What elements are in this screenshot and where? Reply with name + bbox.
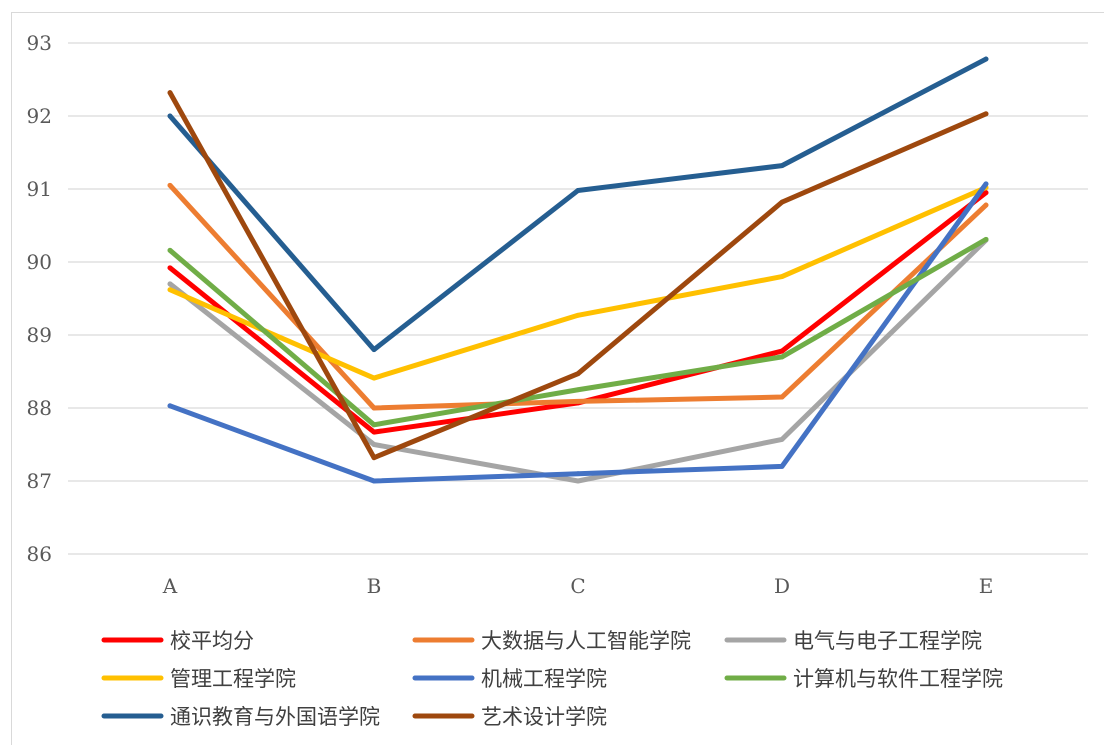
legend-label: 校平均分	[170, 629, 254, 653]
data-point	[779, 348, 785, 354]
data-point	[575, 371, 581, 377]
legend-item: 大数据与人工智能学院	[412, 629, 691, 653]
y-tick-label: 92	[27, 104, 52, 128]
data-point	[779, 199, 785, 205]
data-point	[983, 181, 989, 187]
x-tick-label: E	[979, 574, 994, 598]
chart-frame	[11, 12, 1104, 745]
data-point	[983, 202, 989, 208]
data-point	[371, 405, 377, 411]
data-point	[167, 90, 173, 96]
series-line-5	[167, 181, 989, 484]
legend-label: 管理工程学院	[170, 667, 296, 691]
x-axis-ticks: A B C D E	[162, 574, 994, 598]
data-point	[575, 478, 581, 484]
x-tick-label: C	[570, 574, 585, 598]
data-point	[575, 188, 581, 193]
data-point	[167, 113, 173, 119]
legend-item: 电气与电子工程学院	[724, 629, 982, 653]
data-point	[575, 399, 581, 404]
legend-item: 计算机与软件工程学院	[724, 667, 1003, 691]
legend-label: 计算机与软件工程学院	[793, 667, 1003, 691]
x-tick-label: D	[774, 574, 790, 598]
y-tick-label: 91	[27, 177, 52, 201]
legend-item: 管理工程学院	[101, 667, 296, 691]
legend-label: 机械工程学院	[481, 667, 607, 691]
y-tick-label: 88	[27, 396, 52, 420]
y-tick-label: 86	[27, 542, 52, 566]
data-point	[167, 247, 173, 253]
data-point	[779, 394, 785, 400]
data-point	[371, 347, 377, 352]
y-tick-label: 93	[27, 31, 52, 55]
data-point	[983, 190, 989, 196]
data-point	[167, 287, 173, 293]
data-point	[371, 429, 377, 435]
series-line-6	[167, 236, 989, 428]
y-tick-label: 87	[27, 469, 52, 493]
gridlines	[68, 42, 1088, 555]
data-point	[167, 281, 173, 287]
data-point	[167, 403, 173, 409]
data-point	[371, 478, 377, 484]
data-point	[779, 163, 785, 169]
data-point	[167, 265, 173, 271]
data-point	[575, 471, 581, 477]
data-point	[371, 442, 377, 447]
y-tick-label: 90	[27, 250, 52, 274]
legend-label: 大数据与人工智能学院	[481, 629, 691, 653]
data-point	[167, 182, 173, 188]
data-point	[371, 455, 377, 461]
data-point	[983, 56, 989, 62]
x-tick-label: B	[367, 574, 382, 598]
data-point	[575, 312, 581, 318]
data-point	[983, 236, 989, 242]
series-line-7	[167, 56, 989, 353]
data-point	[779, 354, 785, 360]
series-lines	[167, 56, 989, 484]
y-axis-ticks: 86 87 88 89 90 91 92 93	[27, 31, 52, 566]
data-point	[779, 464, 785, 469]
data-point	[983, 111, 989, 117]
y-tick-label: 89	[27, 323, 52, 347]
data-point	[779, 436, 785, 442]
legend-label: 电气与电子工程学院	[793, 629, 982, 653]
data-point	[779, 274, 785, 279]
x-tick-label: A	[162, 574, 178, 598]
series-line-3	[167, 237, 989, 484]
data-point	[575, 387, 581, 393]
legend-label: 通识教育与外国语学院	[170, 705, 380, 729]
legend-label: 艺术设计学院	[481, 705, 607, 729]
legend-item: 艺术设计学院	[412, 705, 607, 729]
data-point	[371, 375, 377, 381]
legend-item: 机械工程学院	[412, 667, 607, 691]
data-point	[371, 422, 377, 428]
legend-item: 通识教育与外国语学院	[101, 705, 380, 729]
legend-item: 校平均分	[101, 629, 254, 653]
